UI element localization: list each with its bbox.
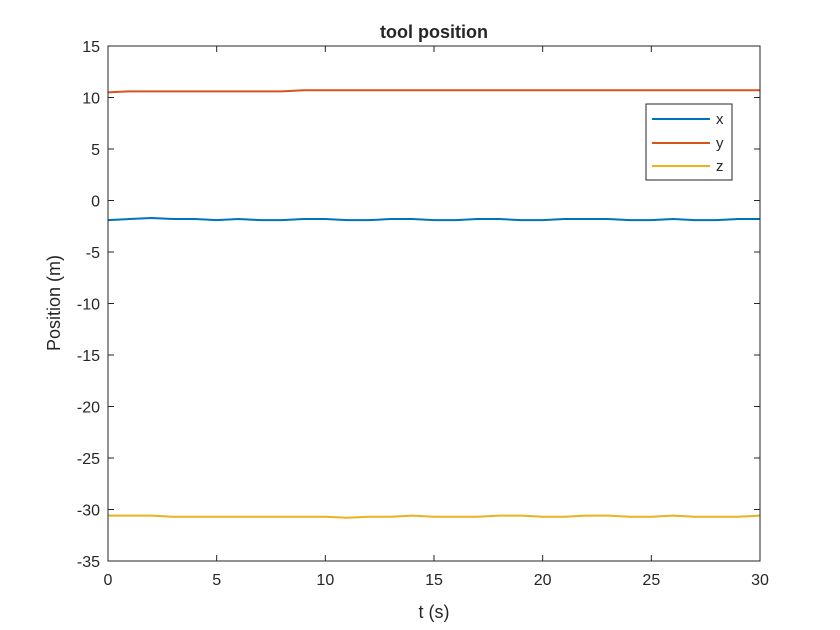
y-tick-label: 0 [91,194,100,211]
x-tick-label: 0 [104,572,113,589]
series-line-x [107,217,760,222]
x-tick-label: 30 [751,572,769,589]
y-tick-label: -10 [77,297,100,314]
x-tick-label: 5 [212,572,221,589]
x-tick-label: 25 [642,572,660,589]
y-axis-ticks: -35 -30 -25 -20 -15 -10 -5 0 5 10 15 [77,39,760,571]
y-tick-label: -15 [77,348,100,365]
series-line-y [107,89,760,94]
y-tick-label: 10 [82,91,100,108]
y-axis-label: Position (m) [44,255,64,351]
legend-label-z: z [716,158,724,175]
y-tick-label: 5 [91,142,100,159]
y-tick-label: -20 [77,400,100,417]
legend-label-x: x [716,111,724,128]
y-tick-label: -30 [77,503,100,520]
x-axis-label: t (s) [419,602,450,622]
series-line-z [108,514,761,519]
y-tick-label: -35 [77,554,100,571]
x-tick-label: 15 [425,572,443,589]
series-layer [107,89,761,519]
x-axis-ticks: 0 5 10 15 20 25 30 [104,46,769,589]
y-tick-label: -25 [77,451,100,468]
legend: x y z [645,103,733,181]
y-tick-label: -5 [86,245,100,262]
y-tick-label: 15 [82,39,100,56]
x-tick-label: 10 [316,572,334,589]
legend-label-y: y [716,135,724,152]
x-tick-label: 20 [534,572,552,589]
chart-title: tool position [380,22,488,42]
